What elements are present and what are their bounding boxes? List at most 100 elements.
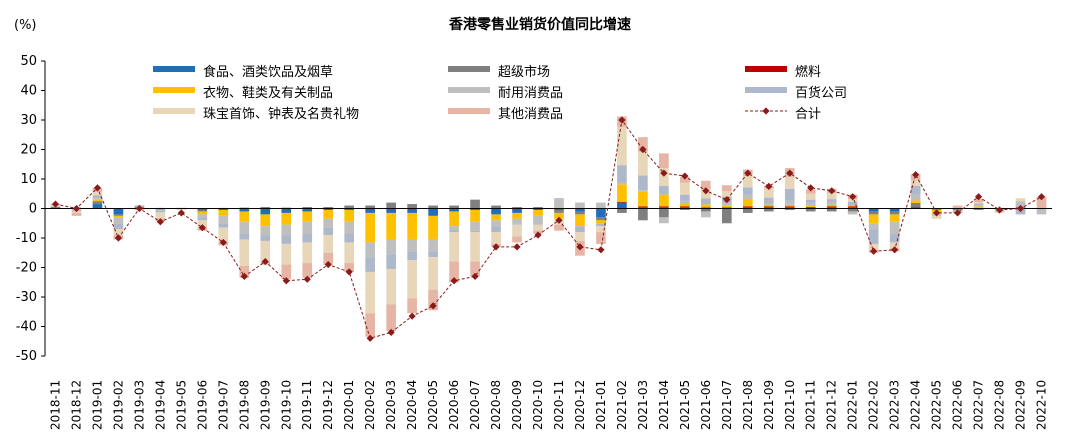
y-tick-label: -30 [16, 290, 37, 305]
bar-segment [868, 229, 879, 244]
bar-segment [638, 191, 648, 207]
bar-segment [365, 313, 376, 337]
total-point [366, 334, 374, 342]
bar-segment [344, 233, 355, 243]
bar-segment [847, 202, 858, 205]
bar-segment [742, 206, 753, 208]
total-point [114, 234, 123, 242]
total-point [576, 243, 584, 251]
x-tick-label: 2022-04 [909, 380, 923, 430]
total-point [974, 193, 983, 201]
bar-segment [512, 207, 522, 209]
bar-segment [784, 200, 795, 205]
bar-segment [617, 165, 627, 183]
x-tick-label: 2019-10 [279, 380, 293, 430]
bar-segment [386, 254, 396, 269]
bar-segment [302, 211, 313, 222]
x-tick-label: 2020-03 [384, 380, 398, 430]
bar-segment [701, 180, 711, 190]
bar-segment [575, 232, 585, 241]
bar-segment [784, 188, 795, 201]
bar-segment [386, 239, 396, 255]
bar-segment [197, 208, 208, 210]
bar-segment [847, 206, 858, 208]
bar-segment [533, 207, 543, 209]
bar-segment [470, 221, 480, 231]
x-tick-label: 2021-02 [615, 380, 629, 430]
bar-segment [805, 208, 816, 212]
bar-segment [155, 212, 166, 219]
bar-segment [952, 208, 963, 210]
bar-segment [868, 208, 879, 212]
bar-segment [533, 208, 543, 210]
bar-segment [805, 189, 816, 194]
bar-segment [302, 233, 313, 243]
x-tick-label: 2020-07 [468, 380, 482, 430]
bar-segment [742, 175, 753, 188]
bar-segment [323, 235, 334, 253]
bar-segment [533, 224, 543, 231]
bar-segment [491, 208, 501, 215]
bar-segment [889, 221, 900, 234]
bar-segment [680, 200, 690, 204]
bar-segment [931, 215, 942, 219]
bar-segment [344, 209, 355, 222]
x-tick-label: 2020-10 [531, 380, 545, 430]
bar-segment [323, 218, 334, 228]
bar-segment [512, 223, 522, 225]
total-line [55, 118, 1042, 339]
bar-segment [826, 206, 837, 208]
bar-segment [92, 192, 103, 196]
bar-segment [407, 208, 417, 213]
bar-segment [910, 203, 921, 205]
bar-segment [449, 211, 459, 227]
total-point [639, 145, 647, 154]
bar-segment [575, 211, 585, 215]
legend-label: 超级市场 [498, 64, 550, 80]
bar-segment [407, 212, 417, 240]
x-tick-label: 2020-12 [573, 380, 587, 430]
legend-swatch [745, 66, 787, 72]
x-tick-label: 2019-03 [132, 380, 146, 430]
total-point [303, 275, 311, 283]
bar-segment [428, 289, 438, 311]
bar-segment [973, 208, 984, 210]
bar-segment [218, 223, 229, 228]
x-tick-label: 2022-09 [1014, 380, 1028, 430]
y-tick-label: 20 [20, 143, 37, 158]
bar-segment [638, 175, 648, 191]
bar-segment [680, 176, 690, 183]
bar-segment [113, 223, 124, 230]
y-tick-label: -40 [16, 320, 37, 335]
y-tick-label: 40 [20, 84, 37, 99]
chart-title: 香港零售业销货价值同比增速 [449, 17, 631, 33]
x-tick-label: 2019-09 [258, 380, 272, 430]
bar-segment [449, 229, 459, 233]
bar-segment [763, 203, 774, 205]
bar-segment [638, 151, 648, 176]
bar-segment [218, 209, 229, 216]
x-tick-label: 2018-12 [69, 380, 83, 430]
total-point [786, 169, 794, 177]
bar-segment [554, 208, 564, 210]
bar-segment [449, 232, 459, 262]
total-point [282, 277, 290, 285]
bar-segment [365, 271, 376, 314]
total-point [744, 169, 752, 177]
bar-segment [386, 202, 396, 209]
bar-segment [512, 212, 522, 219]
bar-segment [721, 191, 732, 197]
bar-segment [805, 199, 816, 203]
bar-segment [763, 188, 774, 198]
bar-segment [323, 227, 334, 236]
bar-segment [617, 126, 627, 166]
legend-label: 百货公司 [795, 85, 847, 101]
bar-segment [92, 195, 103, 199]
bar-segment [323, 209, 334, 219]
y-tick-label: -20 [16, 261, 37, 276]
total-point [387, 328, 395, 336]
x-tick-label: 2022-01 [846, 380, 860, 430]
legend-swatch-total-marker [762, 107, 770, 115]
bar-segment [113, 208, 124, 215]
total-point [618, 116, 626, 124]
